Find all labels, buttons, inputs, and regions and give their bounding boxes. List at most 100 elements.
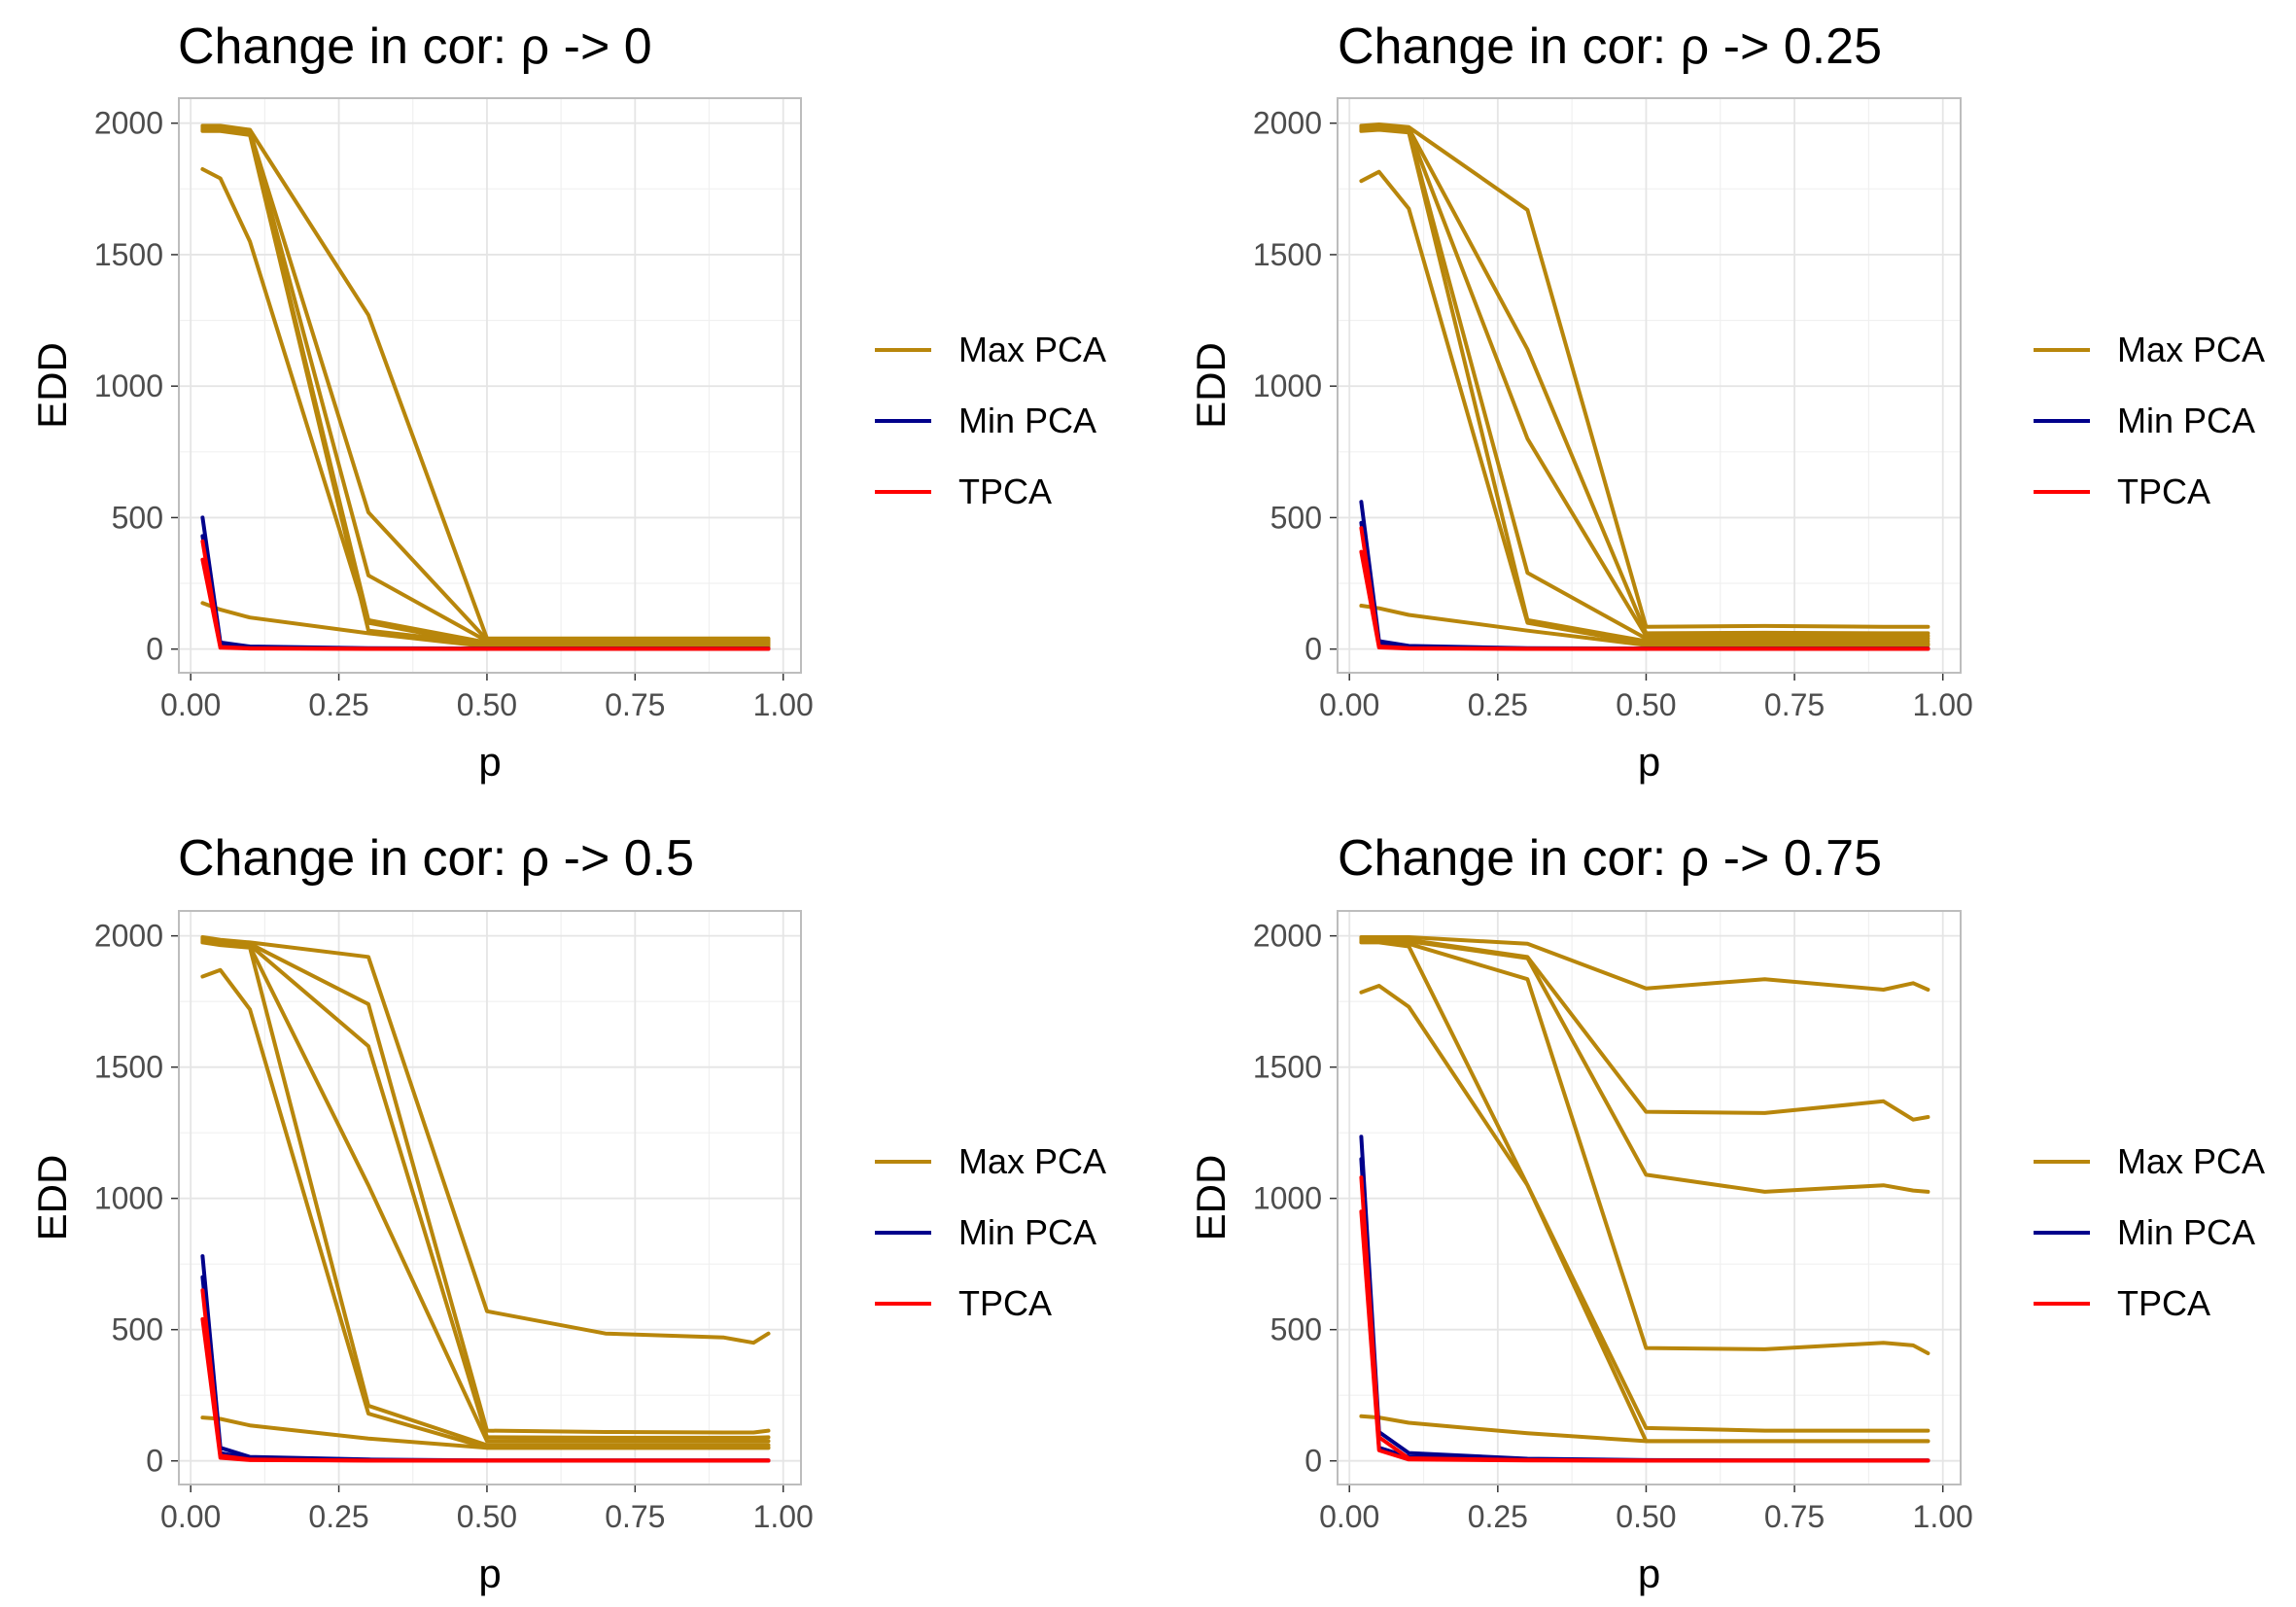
chart-title: Change in cor: ρ -> 0.5 [178,830,694,887]
x-axis-label: p [1638,1551,1660,1596]
y-tick-label: 1000 [1253,368,1322,403]
y-tick-label: 1500 [1253,237,1322,272]
y-tick-label: 2000 [94,919,163,954]
chart-title: Change in cor: ρ -> 0.75 [1338,830,1882,887]
x-tick-label: 0.25 [308,687,368,722]
series-line-tpca [1359,1175,1931,1463]
y-tick-label: 0 [1305,1444,1322,1479]
series-line-tpca [200,1316,771,1463]
series-line-max-pca [200,123,771,641]
y-axis-label: EDD [1188,342,1234,429]
y-tick-label: 500 [112,500,163,535]
series-line-max-pca [200,124,771,643]
x-tick-label: 1.00 [753,687,814,722]
y-tick-label: 0 [146,632,163,667]
legend-label: TPCA [2117,472,2210,511]
y-tick-label: 1500 [94,237,163,272]
x-tick-label: 0.00 [1319,687,1379,722]
legend-label: Max PCA [2117,330,2265,369]
chart-panel-4: Change in cor: ρ -> 0.75 0.00 0.25 0.50 0.75… [1188,830,2265,1596]
x-tick-label: 0.00 [160,1499,221,1534]
plot-panel-border [178,97,802,674]
series-line-max-pca [200,939,771,1444]
y-tick-label: 500 [1270,500,1322,535]
series-line-max-pca [200,601,771,648]
x-tick-label: 0.50 [1616,1499,1676,1534]
legend-label: Max PCA [2117,1141,2265,1181]
y-tick-label: 500 [112,1312,163,1347]
x-tick-label: 0.75 [605,1499,665,1534]
legend-label: Max PCA [958,1141,1106,1181]
y-tick-label: 1500 [94,1050,163,1085]
x-tick-label: 0.75 [1764,687,1825,722]
series-line-max-pca [1359,604,1931,647]
x-tick-label: 0.00 [1319,1499,1379,1534]
x-tick-label: 0.75 [605,687,665,722]
legend-label: Min PCA [2117,401,2255,440]
legend-label: TPCA [958,1283,1052,1323]
series-line-max-pca [1359,124,1931,639]
plot-panel-border [1337,97,1962,674]
series-line-max-pca [1359,126,1931,641]
y-axis-label: EDD [29,1155,75,1241]
x-tick-label: 0.25 [308,1499,368,1534]
series-line-max-pca [1359,940,1931,1433]
series-line-max-pca [200,940,771,1448]
y-tick-label: 2000 [1253,919,1322,954]
y-tick-label: 0 [1305,632,1322,667]
series-line-max-pca [1359,123,1931,636]
plot-panel-border [178,910,802,1485]
legend: Max PCA Min PCA TPCA [2034,1141,2265,1323]
x-axis-label: p [478,1551,501,1596]
legend-label: Max PCA [958,330,1106,369]
legend: Max PCA Min PCA TPCA [2034,330,2265,511]
x-tick-label: 1.00 [1913,1499,1973,1534]
plot-panel-border [1337,910,1962,1485]
y-axis-label: EDD [29,342,75,429]
series-line-max-pca [1359,936,1931,1122]
y-tick-label: 2000 [94,106,163,141]
y-tick-label: 0 [146,1444,163,1479]
y-tick-label: 1000 [94,1181,163,1216]
series-line-max-pca [200,936,771,1435]
series-line-tpca [1359,549,1931,651]
x-tick-label: 0.75 [1764,1499,1825,1534]
x-axis-label: p [1638,739,1660,785]
series-line-tpca [1359,1209,1931,1463]
series-line-max-pca [1359,169,1931,646]
series-line-min-pca [1359,1157,1931,1463]
y-tick-label: 500 [1270,1312,1322,1347]
legend-label: Min PCA [2117,1212,2255,1252]
legend-label: TPCA [958,472,1052,511]
x-tick-label: 1.00 [1913,687,1973,722]
y-axis-label: EDD [1188,1155,1234,1241]
legend: Max PCA Min PCA TPCA [875,330,1106,511]
legend-label: TPCA [2117,1283,2210,1323]
x-tick-label: 0.00 [160,687,221,722]
x-tick-label: 0.25 [1468,1499,1528,1534]
x-axis-label: p [478,739,501,785]
series-line-max-pca [200,1415,771,1450]
x-tick-label: 0.50 [457,1499,517,1534]
chart-panel-1: Change in cor: ρ -> 0 0.00 0.25 0.50 0.75 1.0… [29,18,1106,785]
series-line-max-pca [200,937,771,1440]
series-line-min-pca [1359,1135,1931,1463]
legend-label: Min PCA [958,401,1096,440]
x-tick-label: 0.50 [1616,687,1676,722]
x-tick-label: 0.25 [1468,687,1528,722]
chart-title: Change in cor: ρ -> 0.25 [1338,18,1882,75]
series-line-max-pca [200,126,771,644]
legend: Max PCA Min PCA TPCA [875,1141,1106,1323]
y-tick-label: 1000 [1253,1181,1322,1216]
legend-label: Min PCA [958,1212,1096,1252]
y-tick-label: 1500 [1253,1050,1322,1085]
x-tick-label: 0.50 [457,687,517,722]
x-tick-label: 1.00 [753,1499,814,1534]
y-tick-label: 1000 [94,368,163,403]
chart-title: Change in cor: ρ -> 0 [178,18,652,75]
chart-panel-3: Change in cor: ρ -> 0.5 0.00 0.25 0.50 0.75 1… [29,830,1106,1596]
series-line-max-pca [200,967,771,1450]
series-line-max-pca [200,167,771,647]
series-line-max-pca [1359,939,1931,1355]
series-line-max-pca [200,128,771,646]
